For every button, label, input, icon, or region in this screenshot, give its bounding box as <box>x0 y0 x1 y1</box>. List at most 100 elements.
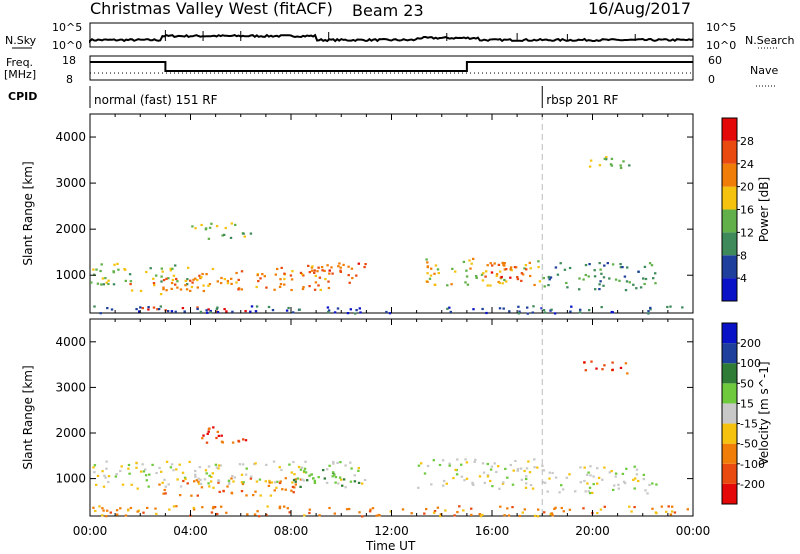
data-cell <box>540 307 543 310</box>
beam-label: Beam 23 <box>352 1 424 20</box>
data-cell <box>537 266 540 269</box>
data-cell <box>529 274 532 278</box>
data-cell <box>485 270 488 273</box>
time-tick-label: 00:00 <box>73 524 108 538</box>
data-cell <box>307 264 310 267</box>
data-cell <box>194 227 197 230</box>
data-cell <box>596 512 599 515</box>
data-cell <box>153 284 156 287</box>
data-cell <box>116 513 119 516</box>
data-cell <box>205 472 208 475</box>
data-cell <box>345 508 349 511</box>
data-cell <box>533 466 536 469</box>
data-cell <box>483 481 486 484</box>
data-cell <box>308 271 311 274</box>
data-cell <box>614 472 618 475</box>
data-cell <box>547 284 550 287</box>
data-cell <box>465 275 469 278</box>
data-cell <box>637 479 640 483</box>
data-cell <box>574 490 577 493</box>
nsky-label: N.Sky <box>5 34 37 47</box>
data-cell <box>501 282 504 285</box>
data-cell <box>215 466 219 469</box>
data-cell <box>165 289 168 292</box>
data-cell <box>603 157 606 160</box>
data-cell <box>101 277 105 280</box>
data-cell <box>139 306 142 309</box>
cpid-bar: normal (fast) 151 RF rbsp 201 RF <box>89 86 619 108</box>
data-cell <box>316 270 319 273</box>
data-cell <box>101 514 104 517</box>
data-cell <box>605 158 608 161</box>
data-cell <box>584 490 587 493</box>
colorbar-tick-label: 50 <box>740 377 754 390</box>
data-cell <box>589 465 592 468</box>
data-cell <box>230 277 233 280</box>
data-cell <box>226 279 230 283</box>
time-tick-label: 00:00 <box>676 524 711 538</box>
data-cell <box>141 307 144 310</box>
data-cell <box>107 279 110 282</box>
data-cell <box>611 361 614 364</box>
data-cell <box>442 479 446 483</box>
data-cell <box>101 507 104 510</box>
data-cell <box>242 232 245 235</box>
data-cell <box>179 288 183 291</box>
data-cell <box>240 481 244 484</box>
colorbar-segment <box>722 232 737 256</box>
data-cell <box>525 477 528 481</box>
data-cell <box>292 311 295 314</box>
data-cell <box>185 288 189 291</box>
data-cell <box>455 473 459 476</box>
data-cell <box>269 494 273 497</box>
data-cell <box>632 478 635 481</box>
data-cell <box>255 305 259 308</box>
data-cell <box>190 494 193 497</box>
colorbar-segment <box>722 443 737 464</box>
data-cell <box>624 289 628 292</box>
data-cell <box>336 461 339 464</box>
data-cell <box>474 458 477 461</box>
colorbar-tick-label: 20 <box>740 181 754 194</box>
data-cell <box>358 511 361 514</box>
data-cell <box>553 312 557 315</box>
data-cell <box>665 510 668 513</box>
data-cell <box>584 264 588 267</box>
data-cell <box>194 469 197 473</box>
data-cell <box>328 464 331 467</box>
data-cell <box>520 478 523 481</box>
data-cell <box>361 482 364 485</box>
data-cell <box>542 277 545 280</box>
data-cell <box>101 470 104 473</box>
data-cell <box>525 482 528 485</box>
velocity-panel: 1000 2000 3000 4000 Slant Range [km] 200 100 50… <box>21 318 771 518</box>
data-cell <box>588 165 592 168</box>
data-cell <box>265 286 268 289</box>
data-points <box>92 360 689 518</box>
data-cell <box>470 507 473 510</box>
data-cell <box>525 467 529 470</box>
data-cell <box>630 510 633 513</box>
data-cell <box>205 441 209 444</box>
data-cell <box>614 278 618 281</box>
data-cell <box>593 269 596 272</box>
data-cell <box>375 514 378 517</box>
data-cell <box>303 470 306 473</box>
data-cell <box>160 280 163 283</box>
data-cell <box>166 310 170 313</box>
data-cell <box>462 260 466 263</box>
data-cell <box>667 505 670 508</box>
data-cell <box>454 270 457 273</box>
data-cell <box>188 460 191 463</box>
data-cell <box>121 483 125 486</box>
data-cell <box>202 284 205 287</box>
data-cell <box>611 368 614 371</box>
data-cell <box>165 277 168 280</box>
data-cell <box>568 473 571 476</box>
data-cell <box>481 307 484 311</box>
data-cell <box>527 460 530 463</box>
data-cell <box>124 514 128 517</box>
data-cell <box>342 263 345 266</box>
data-cell <box>221 234 224 237</box>
data-cell <box>217 464 221 467</box>
